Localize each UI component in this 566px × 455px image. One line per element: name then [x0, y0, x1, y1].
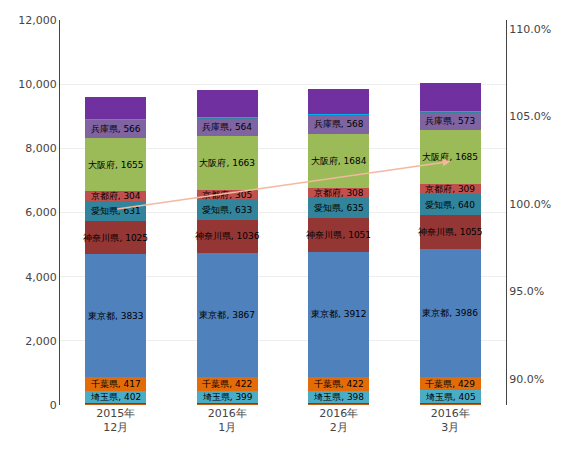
- svg-text:東京都, 3912: 東京都, 3912: [311, 309, 367, 319]
- svg-text:8,000: 8,000: [25, 142, 57, 155]
- svg-text:100.0%: 100.0%: [509, 198, 551, 211]
- svg-text:埼玉県, 398: 埼玉県, 398: [313, 392, 364, 402]
- svg-text:東京都, 3833: 東京都, 3833: [88, 311, 144, 321]
- svg-text:埼玉県, 399: 埼玉県, 399: [202, 392, 253, 402]
- svg-text:東京都, 3867: 東京都, 3867: [199, 310, 255, 320]
- svg-text:10,000: 10,000: [18, 78, 57, 91]
- svg-text:兵庫県, 568: 兵庫県, 568: [314, 119, 364, 129]
- svg-text:大阪府, 1684: 大阪府, 1684: [311, 156, 367, 166]
- svg-text:京都府, 309: 京都府, 309: [425, 184, 475, 194]
- svg-text:95.0%: 95.0%: [509, 285, 544, 298]
- svg-text:神奈川県, 1025: 神奈川県, 1025: [83, 233, 148, 243]
- svg-text:兵庫県, 566: 兵庫県, 566: [91, 124, 141, 134]
- svg-text:4,000: 4,000: [25, 271, 57, 284]
- svg-text:愛知県, 633: 愛知県, 633: [202, 205, 252, 215]
- svg-text:6,000: 6,000: [25, 206, 57, 219]
- svg-text:千葉県, 417: 千葉県, 417: [91, 379, 141, 389]
- svg-text:京都府, 308: 京都府, 308: [314, 188, 364, 198]
- svg-text:兵庫県, 564: 兵庫県, 564: [202, 122, 252, 132]
- svg-text:大阪府, 1655: 大阪府, 1655: [88, 160, 144, 170]
- svg-text:京都府, 304: 京都府, 304: [91, 191, 141, 201]
- svg-text:千葉県, 422: 千葉県, 422: [202, 379, 252, 389]
- svg-text:大阪府, 1663: 大阪府, 1663: [199, 158, 255, 168]
- svg-text:110.0%: 110.0%: [509, 23, 551, 36]
- svg-text:0: 0: [50, 399, 57, 412]
- svg-text:神奈川県, 1051: 神奈川県, 1051: [306, 230, 371, 240]
- svg-text:埼玉県, 405: 埼玉県, 405: [425, 392, 476, 402]
- svg-text:愛知県, 635: 愛知県, 635: [314, 203, 364, 213]
- svg-text:2015年12月: 2015年12月: [96, 407, 135, 434]
- svg-text:105.0%: 105.0%: [509, 110, 551, 123]
- svg-text:神奈川県, 1036: 神奈川県, 1036: [195, 231, 260, 241]
- svg-text:大阪府, 1685: 大阪府, 1685: [422, 152, 478, 162]
- svg-text:90.0%: 90.0%: [509, 373, 544, 386]
- svg-text:神奈川県, 1055: 神奈川県, 1055: [418, 227, 483, 237]
- svg-text:2016年2月: 2016年2月: [319, 407, 358, 434]
- svg-text:東京都, 3986: 東京都, 3986: [422, 308, 478, 318]
- svg-text:2,000: 2,000: [25, 335, 57, 348]
- svg-text:京都府, 305: 京都府, 305: [202, 190, 252, 200]
- svg-text:千葉県, 422: 千葉県, 422: [314, 379, 364, 389]
- svg-text:2016年1月: 2016年1月: [208, 407, 247, 434]
- svg-text:2016年3月: 2016年3月: [431, 407, 470, 434]
- svg-text:埼玉県, 402: 埼玉県, 402: [90, 392, 141, 402]
- svg-text:12,000: 12,000: [18, 14, 57, 27]
- svg-text:愛知県, 640: 愛知県, 640: [425, 200, 475, 210]
- svg-text:愛知県, 631: 愛知県, 631: [91, 206, 141, 216]
- svg-text:千葉県, 429: 千葉県, 429: [425, 379, 475, 389]
- svg-text:兵庫県, 573: 兵庫県, 573: [425, 116, 475, 126]
